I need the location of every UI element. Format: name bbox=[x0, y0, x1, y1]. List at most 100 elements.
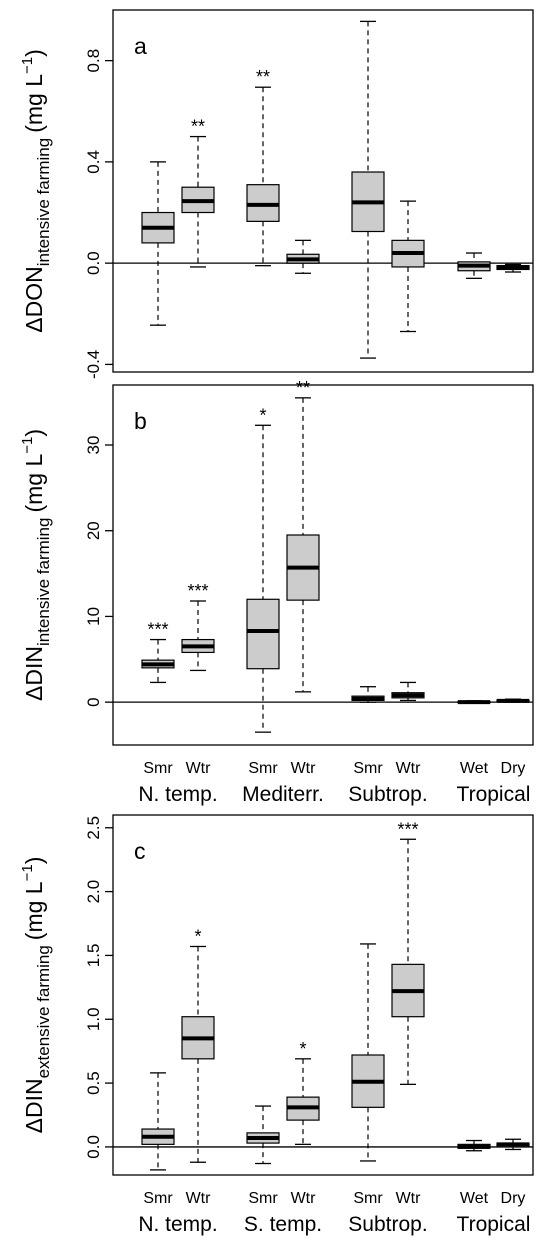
panel-letter: c bbox=[134, 838, 146, 864]
box-1 bbox=[141, 161, 175, 326]
x-tick-label: Smr bbox=[143, 1190, 173, 1207]
y-axis-title-exponent: −1 bbox=[19, 57, 36, 74]
y-tick-label: 2.5 bbox=[84, 816, 103, 840]
y-tick-label: 20 bbox=[84, 521, 103, 540]
y-tick-label: 30 bbox=[84, 436, 103, 455]
box-6: *** bbox=[391, 819, 425, 1086]
panel-c: 0.0 0.5 1.0 1.5 2.0 2.5 ΔDINextensive farming (… bbox=[19, 814, 534, 1236]
box-5 bbox=[351, 20, 385, 359]
y-axis-title-exponent: −1 bbox=[19, 437, 36, 454]
y-axis-title-unit: (mg L bbox=[21, 881, 47, 940]
box-iqr bbox=[246, 598, 280, 670]
x-tick-label: Smr bbox=[353, 760, 383, 777]
significance-label: * bbox=[194, 926, 201, 946]
x-tick-label: Wet bbox=[460, 1190, 489, 1207]
box-7 bbox=[457, 1139, 491, 1152]
significance-label: ** bbox=[296, 378, 310, 398]
x-tick-label: Wtr bbox=[396, 760, 422, 777]
y-axis-title-unit: (mg L bbox=[21, 454, 47, 513]
box-2: ** bbox=[181, 117, 215, 268]
significance-label: ** bbox=[191, 117, 205, 137]
plot-frame bbox=[112, 814, 534, 1176]
box-8 bbox=[496, 698, 530, 703]
box-8 bbox=[496, 263, 530, 273]
y-axis-title-main: ΔDIN bbox=[21, 646, 47, 701]
box-5 bbox=[351, 686, 385, 703]
x-group-label: Mediterr. bbox=[242, 783, 324, 806]
y-axis-title: ΔDINintensive farming (mg L−1) bbox=[19, 429, 53, 701]
y-axis-title-main: ΔDIN bbox=[21, 1078, 47, 1133]
y-tick-label: 0.0 bbox=[84, 1135, 103, 1159]
significance-label: *** bbox=[397, 819, 418, 839]
y-axis-title-close: ) bbox=[21, 49, 47, 57]
y-axis-title-unit: (mg L bbox=[21, 74, 47, 133]
x-group-label: Tropical bbox=[457, 783, 531, 806]
x-group-label: Subtrop. bbox=[348, 1213, 427, 1236]
x-tick-label: Smr bbox=[353, 1190, 383, 1207]
box-2: *** bbox=[181, 581, 215, 672]
y-axis-title-subscript: extensive farming bbox=[34, 945, 53, 1078]
y-tick-label: 0.4 bbox=[84, 150, 103, 174]
plot-frame bbox=[112, 9, 534, 373]
y-tick-label: -0.4 bbox=[84, 350, 103, 379]
y-tick-label: 1.5 bbox=[84, 944, 103, 968]
x-tick-label: Smr bbox=[143, 760, 173, 777]
x-tick-label: Wtr bbox=[396, 1190, 422, 1207]
x-tick-label: Wtr bbox=[186, 1190, 212, 1207]
box-3 bbox=[246, 1105, 280, 1165]
y-axis-title-exponent: −1 bbox=[19, 864, 36, 881]
box-5 bbox=[351, 943, 385, 1162]
y-tick-label: 2.0 bbox=[84, 880, 103, 904]
x-group-label: Subtrop. bbox=[348, 783, 427, 806]
significance-label: * bbox=[299, 1039, 306, 1059]
y-axis-title-close: ) bbox=[21, 429, 47, 437]
x-group-label: Tropical bbox=[457, 1213, 531, 1236]
significance-label: ** bbox=[256, 67, 270, 87]
x-tick-label: Dry bbox=[501, 1190, 526, 1207]
y-tick-label: 10 bbox=[84, 607, 103, 626]
box-1 bbox=[141, 1072, 175, 1171]
panel-letter: a bbox=[134, 33, 147, 59]
x-tick-label: Wtr bbox=[291, 1190, 317, 1207]
y-axis-title-subscript: intensive farming bbox=[34, 138, 53, 267]
x-group-label: S. temp. bbox=[244, 1213, 322, 1236]
box-8 bbox=[496, 1138, 530, 1151]
significance-label: *** bbox=[147, 620, 168, 640]
x-tick-label: Smr bbox=[248, 1190, 278, 1207]
y-tick-label: 1.0 bbox=[84, 1007, 103, 1031]
y-axis-title-subscript: intensive farming bbox=[34, 518, 53, 647]
x-group-label: N. temp. bbox=[138, 783, 217, 806]
y-tick-label: 0.8 bbox=[84, 49, 103, 73]
y-tick-label: 0 bbox=[84, 697, 103, 706]
panel-letter: b bbox=[134, 408, 147, 434]
x-tick-label: Wet bbox=[460, 760, 489, 777]
x-tick-label: Dry bbox=[501, 760, 526, 777]
panel-a: -0.4 0.0 0.4 0.8 ΔDONintensive farming (mg L−… bbox=[19, 9, 534, 379]
y-axis-title: ΔDINextensive farming (mg L−1) bbox=[19, 857, 53, 1134]
x-tick-label: Smr bbox=[248, 760, 278, 777]
y-tick-label: 0.5 bbox=[84, 1071, 103, 1095]
box-3: * bbox=[246, 405, 280, 733]
significance-label: *** bbox=[187, 581, 208, 601]
y-axis-title-main: ΔDON bbox=[21, 266, 47, 332]
plot-frame bbox=[112, 384, 534, 746]
x-tick-label: Wtr bbox=[186, 760, 212, 777]
y-tick-label: 0.0 bbox=[84, 251, 103, 275]
box-6 bbox=[391, 200, 425, 333]
box-4: ** bbox=[286, 378, 320, 693]
y-axis-title: ΔDONintensive farming (mg L−1) bbox=[19, 49, 53, 333]
y-axis-title-close: ) bbox=[21, 857, 47, 865]
box-7 bbox=[457, 252, 491, 279]
x-group-label: N. temp. bbox=[138, 1213, 217, 1236]
box-4 bbox=[286, 239, 320, 274]
significance-label: * bbox=[259, 405, 266, 425]
box-4: * bbox=[286, 1039, 320, 1146]
box-3: ** bbox=[246, 67, 280, 267]
box-1: *** bbox=[141, 620, 175, 684]
x-tick-label: Wtr bbox=[291, 760, 317, 777]
box-7 bbox=[457, 700, 491, 705]
box-2: * bbox=[181, 926, 215, 1163]
box-6 bbox=[391, 681, 425, 702]
